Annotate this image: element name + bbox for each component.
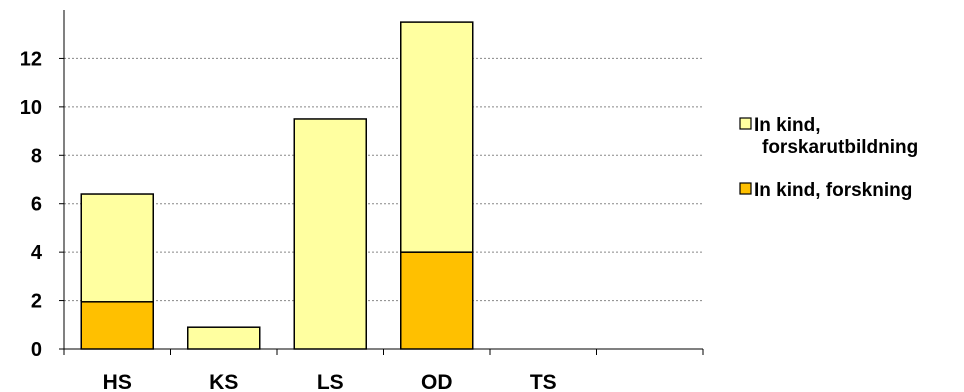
y-tick-label: 0 (31, 339, 42, 361)
bar-od-series-1 (400, 21, 474, 253)
legend-item: In kind, forskning (739, 180, 912, 201)
y-axis: 0 2 4 6 8 10 12 (20, 10, 65, 361)
y-tick-label: 4 (31, 242, 43, 264)
x-axis: HS KS LS OD TS (63, 348, 704, 392)
bars (80, 21, 474, 350)
bar-hs-series-0 (80, 301, 154, 350)
y-tick-label: 6 (31, 194, 42, 216)
legend-swatch (739, 182, 752, 195)
legend-label: In kind, forskning (754, 180, 912, 201)
bar-hs-series-1 (80, 193, 154, 303)
legend-label: In kind, forskarutbildning (754, 115, 918, 158)
x-tick-label: TS (530, 371, 557, 392)
y-tick-label: 10 (20, 97, 42, 119)
x-tick-label: OD (421, 371, 453, 392)
x-tick-label: HS (103, 371, 132, 392)
x-tick-label: KS (209, 371, 238, 392)
y-tick-label: 2 (31, 291, 42, 313)
bar-od-series-0 (400, 251, 474, 350)
legend: In kind, forskarutbildning In kind, forskn… (739, 115, 918, 201)
gridlines (64, 57, 703, 302)
y-tick-label: 8 (31, 145, 42, 167)
bar-ks-series-1 (187, 326, 261, 350)
bar-ls-series-1 (293, 118, 367, 350)
x-tick-label: LS (317, 371, 344, 392)
y-tick-label: 12 (20, 48, 42, 70)
legend-swatch (739, 117, 752, 130)
legend-item: In kind, forskarutbildning (739, 115, 918, 158)
